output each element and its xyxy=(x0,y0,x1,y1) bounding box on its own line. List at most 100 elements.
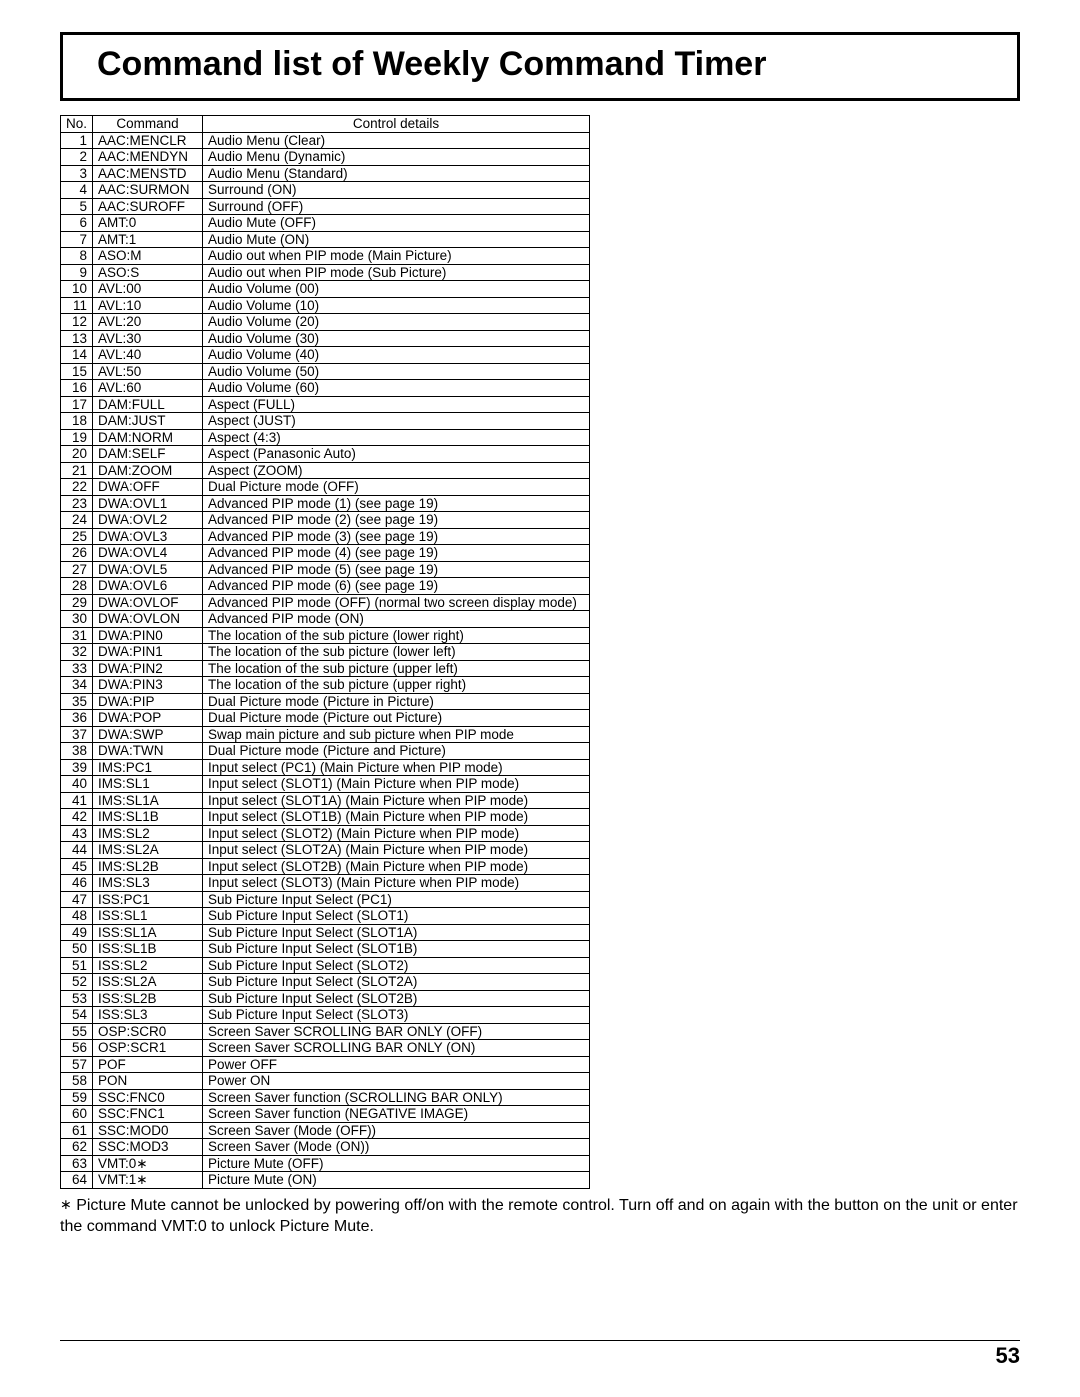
table-row: 23DWA:OVL1Advanced PIP mode (1) (see pag… xyxy=(61,495,590,512)
cell-no: 7 xyxy=(61,231,93,248)
cell-no: 20 xyxy=(61,446,93,463)
cell-command: ISS:SL1 xyxy=(93,908,203,925)
cell-command: ISS:SL2A xyxy=(93,974,203,991)
cell-command: DWA:OVL3 xyxy=(93,528,203,545)
table-row: 14AVL:40Audio Volume (40) xyxy=(61,347,590,364)
table-row: 57POFPower OFF xyxy=(61,1056,590,1073)
cell-no: 26 xyxy=(61,545,93,562)
cell-command: AAC:MENSTD xyxy=(93,165,203,182)
cell-no: 54 xyxy=(61,1007,93,1024)
table-row: 58PONPower ON xyxy=(61,1073,590,1090)
cell-command: DAM:SELF xyxy=(93,446,203,463)
cell-details: Sub Picture Input Select (PC1) xyxy=(203,891,590,908)
cell-details: Audio Menu (Dynamic) xyxy=(203,149,590,166)
table-row: 40IMS:SL1Input select (SLOT1) (Main Pict… xyxy=(61,776,590,793)
cell-no: 30 xyxy=(61,611,93,628)
cell-details: Power ON xyxy=(203,1073,590,1090)
table-row: 44IMS:SL2AInput select (SLOT2A) (Main Pi… xyxy=(61,842,590,859)
cell-no: 14 xyxy=(61,347,93,364)
table-row: 12AVL:20Audio Volume (20) xyxy=(61,314,590,331)
cell-details: Audio Volume (00) xyxy=(203,281,590,298)
cell-no: 31 xyxy=(61,627,93,644)
cell-command: OSP:SCR1 xyxy=(93,1040,203,1057)
cell-details: Swap main picture and sub picture when P… xyxy=(203,726,590,743)
cell-command: ISS:SL3 xyxy=(93,1007,203,1024)
cell-command: AAC:SURMON xyxy=(93,182,203,199)
cell-details: Picture Mute (ON) xyxy=(203,1172,590,1189)
cell-details: Screen Saver function (NEGATIVE IMAGE) xyxy=(203,1106,590,1123)
table-row: 24DWA:OVL2Advanced PIP mode (2) (see pag… xyxy=(61,512,590,529)
cell-details: Picture Mute (OFF) xyxy=(203,1155,590,1172)
table-row: 43IMS:SL2Input select (SLOT2) (Main Pict… xyxy=(61,825,590,842)
cell-no: 58 xyxy=(61,1073,93,1090)
cell-details: Surround (ON) xyxy=(203,182,590,199)
cell-no: 63 xyxy=(61,1155,93,1172)
cell-command: DWA:PIN1 xyxy=(93,644,203,661)
cell-details: Advanced PIP mode (2) (see page 19) xyxy=(203,512,590,529)
table-row: 59SSC:FNC0Screen Saver function (SCROLLI… xyxy=(61,1089,590,1106)
table-row: 15AVL:50Audio Volume (50) xyxy=(61,363,590,380)
cell-details: Dual Picture mode (OFF) xyxy=(203,479,590,496)
table-row: 45IMS:SL2BInput select (SLOT2B) (Main Pi… xyxy=(61,858,590,875)
cell-details: Advanced PIP mode (6) (see page 19) xyxy=(203,578,590,595)
cell-details: Dual Picture mode (Picture out Picture) xyxy=(203,710,590,727)
table-row: 62SSC:MOD3Screen Saver (Mode (ON)) xyxy=(61,1139,590,1156)
cell-no: 42 xyxy=(61,809,93,826)
cell-command: ISS:PC1 xyxy=(93,891,203,908)
cell-command: DAM:NORM xyxy=(93,429,203,446)
cell-command: ISS:SL2 xyxy=(93,957,203,974)
cell-command: DWA:TWN xyxy=(93,743,203,760)
footnote-text: Picture Mute cannot be unlocked by power… xyxy=(60,1197,1018,1236)
cell-details: Audio Menu (Clear) xyxy=(203,132,590,149)
table-row: 11AVL:10Audio Volume (10) xyxy=(61,297,590,314)
cell-command: POF xyxy=(93,1056,203,1073)
footer-rule xyxy=(60,1340,1020,1341)
table-row: 55OSP:SCR0Screen Saver SCROLLING BAR ONL… xyxy=(61,1023,590,1040)
cell-command: ASO:S xyxy=(93,264,203,281)
cell-command: AVL:40 xyxy=(93,347,203,364)
table-row: 1AAC:MENCLRAudio Menu (Clear) xyxy=(61,132,590,149)
cell-command: DWA:PIN0 xyxy=(93,627,203,644)
cell-command: OSP:SCR0 xyxy=(93,1023,203,1040)
cell-command: DWA:POP xyxy=(93,710,203,727)
cell-details: Audio out when PIP mode (Sub Picture) xyxy=(203,264,590,281)
cell-no: 50 xyxy=(61,941,93,958)
table-row: 6AMT:0Audio Mute (OFF) xyxy=(61,215,590,232)
cell-command: AMT:0 xyxy=(93,215,203,232)
table-row: 37DWA:SWPSwap main picture and sub pictu… xyxy=(61,726,590,743)
col-details: Control details xyxy=(203,116,590,133)
cell-no: 36 xyxy=(61,710,93,727)
cell-no: 4 xyxy=(61,182,93,199)
cell-details: Dual Picture mode (Picture in Picture) xyxy=(203,693,590,710)
table-row: 3AAC:MENSTDAudio Menu (Standard) xyxy=(61,165,590,182)
table-row: 51ISS:SL2Sub Picture Input Select (SLOT2… xyxy=(61,957,590,974)
cell-command: IMS:SL1 xyxy=(93,776,203,793)
cell-no: 53 xyxy=(61,990,93,1007)
cell-command: AVL:50 xyxy=(93,363,203,380)
table-row: 36DWA:POPDual Picture mode (Picture out … xyxy=(61,710,590,727)
cell-no: 52 xyxy=(61,974,93,991)
cell-command: IMS:SL2 xyxy=(93,825,203,842)
cell-no: 57 xyxy=(61,1056,93,1073)
cell-no: 11 xyxy=(61,297,93,314)
col-command: Command xyxy=(93,116,203,133)
cell-command: SSC:MOD0 xyxy=(93,1122,203,1139)
cell-details: Input select (SLOT1) (Main Picture when … xyxy=(203,776,590,793)
table-row: 17DAM:FULLAspect (FULL) xyxy=(61,396,590,413)
cell-details: Audio Volume (10) xyxy=(203,297,590,314)
cell-no: 5 xyxy=(61,198,93,215)
cell-details: Audio Volume (30) xyxy=(203,330,590,347)
cell-no: 61 xyxy=(61,1122,93,1139)
table-row: 30DWA:OVLONAdvanced PIP mode (ON) xyxy=(61,611,590,628)
table-row: 16AVL:60Audio Volume (60) xyxy=(61,380,590,397)
cell-command: DWA:OVLON xyxy=(93,611,203,628)
table-row: 54ISS:SL3Sub Picture Input Select (SLOT3… xyxy=(61,1007,590,1024)
table-row: 32DWA:PIN1The location of the sub pictur… xyxy=(61,644,590,661)
cell-no: 35 xyxy=(61,693,93,710)
cell-details: Audio Mute (OFF) xyxy=(203,215,590,232)
cell-command: PON xyxy=(93,1073,203,1090)
cell-command: DWA:PIN2 xyxy=(93,660,203,677)
cell-details: Input select (SLOT2A) (Main Picture when… xyxy=(203,842,590,859)
cell-no: 64 xyxy=(61,1172,93,1189)
title-box: Command list of Weekly Command Timer xyxy=(60,32,1020,101)
